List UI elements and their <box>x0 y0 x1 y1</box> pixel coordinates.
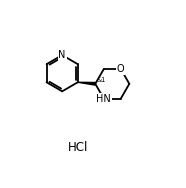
Text: N: N <box>58 50 66 60</box>
Text: HCl: HCl <box>68 141 88 154</box>
Text: &1: &1 <box>97 77 106 83</box>
Polygon shape <box>78 82 95 85</box>
Text: HN: HN <box>96 94 111 104</box>
Text: O: O <box>117 64 125 74</box>
